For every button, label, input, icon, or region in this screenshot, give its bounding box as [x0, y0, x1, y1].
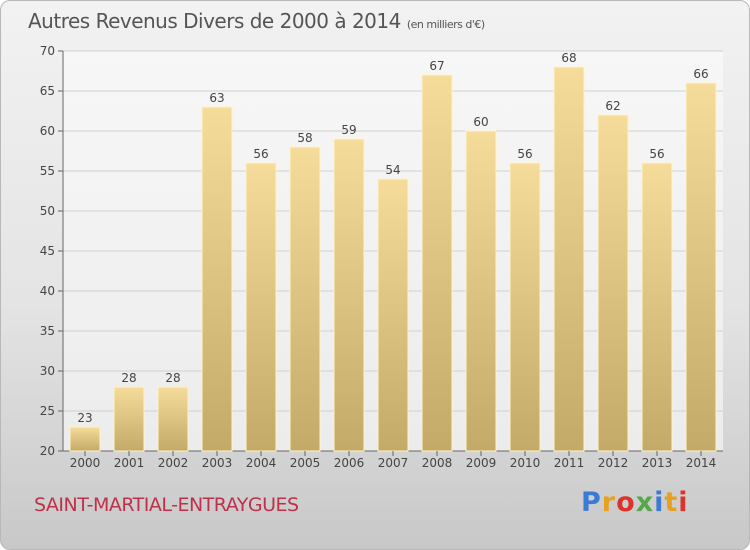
data-label: 56: [649, 147, 664, 161]
x-tick-label: 2001: [114, 456, 145, 470]
x-tick-label: 2008: [422, 456, 453, 470]
bar: [113, 386, 145, 452]
bar: [377, 178, 409, 452]
x-tick-label: 2000: [70, 456, 101, 470]
y-tick-label: 35: [40, 324, 55, 338]
bar: [245, 162, 277, 452]
y-tick-label: 65: [40, 84, 55, 98]
data-label: 62: [605, 99, 620, 113]
data-label: 58: [297, 131, 312, 145]
y-tick-label: 45: [40, 244, 55, 258]
data-label: 56: [253, 147, 268, 161]
bar: [553, 66, 585, 452]
y-tick-label: 55: [40, 164, 55, 178]
y-tick-label: 50: [40, 204, 55, 218]
x-tick-label: 2003: [202, 456, 233, 470]
title-text: Autres Revenus Divers de 2000 à 2014: [28, 9, 401, 33]
bar: [641, 162, 673, 452]
data-label: 56: [517, 147, 532, 161]
bar: [69, 426, 101, 452]
commune-name: SAINT-MARTIAL-ENTRAYGUES: [34, 494, 299, 516]
data-label: 23: [77, 411, 92, 425]
y-tick-label: 25: [40, 404, 55, 418]
data-label: 63: [209, 91, 224, 105]
bar: [509, 162, 541, 452]
bar: [597, 114, 629, 452]
data-label: 59: [341, 123, 356, 137]
bar: [421, 74, 453, 452]
bar: [333, 138, 365, 452]
y-tick-label: 60: [40, 124, 55, 138]
chart-title: Autres Revenus Divers de 2000 à 2014 (en …: [28, 9, 485, 33]
bar: [685, 82, 717, 452]
x-tick-label: 2012: [598, 456, 629, 470]
x-tick-label: 2013: [642, 456, 673, 470]
data-label: 68: [561, 51, 576, 65]
title-unit: (en milliers d'€): [406, 18, 485, 31]
proxiti-logo: Proxiti: [581, 487, 689, 518]
x-tick-label: 2005: [290, 456, 321, 470]
y-tick-label: 30: [40, 364, 55, 378]
x-tick-label: 2010: [510, 456, 541, 470]
x-tick-label: 2014: [686, 456, 717, 470]
bar: [289, 146, 321, 452]
data-label: 28: [121, 371, 136, 385]
data-label: 54: [385, 163, 400, 177]
data-label: 28: [165, 371, 180, 385]
x-tick-label: 2011: [554, 456, 585, 470]
y-tick-label: 70: [40, 44, 55, 58]
y-tick-label: 40: [40, 284, 55, 298]
x-tick-label: 2002: [158, 456, 189, 470]
data-label: 67: [429, 59, 444, 73]
x-tick-label: 2007: [378, 456, 409, 470]
data-label: 66: [693, 67, 708, 81]
data-label: 60: [473, 115, 488, 129]
x-tick-label: 2006: [334, 456, 365, 470]
bar: [465, 130, 497, 452]
bar: [201, 106, 233, 452]
bar: [157, 386, 189, 452]
x-tick-label: 2004: [246, 456, 277, 470]
x-tick-label: 2009: [466, 456, 497, 470]
y-tick-label: 20: [40, 444, 55, 458]
